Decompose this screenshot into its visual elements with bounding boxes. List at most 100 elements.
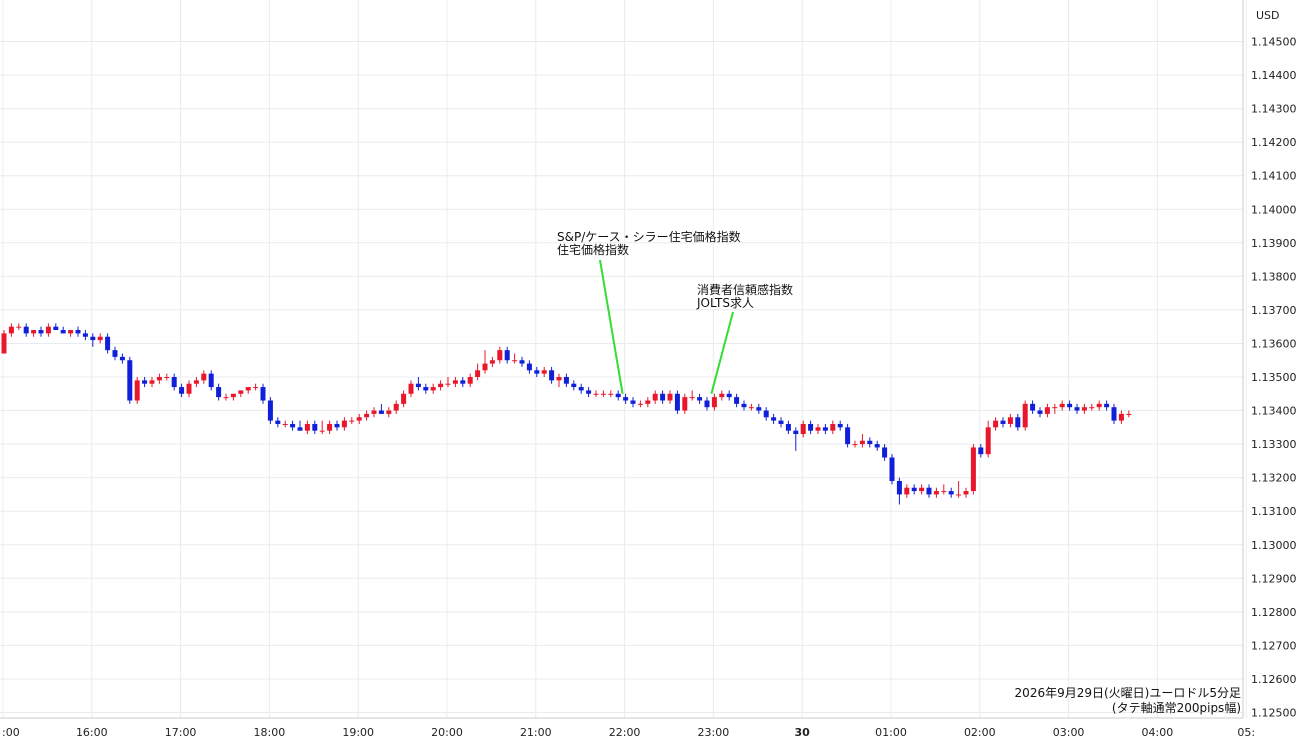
candle-body[interactable] xyxy=(726,393,732,398)
candle-body[interactable] xyxy=(1074,407,1080,411)
candle-body[interactable] xyxy=(689,397,695,399)
candle-body[interactable] xyxy=(452,380,458,384)
candle-body[interactable] xyxy=(734,397,740,404)
candle-body[interactable] xyxy=(127,360,133,401)
candle-body[interactable] xyxy=(275,420,281,424)
candle-body[interactable] xyxy=(134,380,140,401)
candle-body[interactable] xyxy=(526,363,532,371)
candle-body[interactable] xyxy=(482,363,488,371)
candle-body[interactable] xyxy=(1,333,7,354)
candle-body[interactable] xyxy=(741,403,747,408)
candle-body[interactable] xyxy=(615,393,621,398)
candle-body[interactable] xyxy=(260,387,266,401)
candle-body[interactable] xyxy=(112,350,118,357)
candle-body[interactable] xyxy=(223,397,229,399)
candle-body[interactable] xyxy=(593,393,599,395)
candle-body[interactable] xyxy=(445,383,451,385)
candle-body[interactable] xyxy=(8,326,14,334)
candle-body[interactable] xyxy=(556,377,562,381)
candle-body[interactable] xyxy=(815,427,821,431)
candle-body[interactable] xyxy=(534,370,540,374)
candle-body[interactable] xyxy=(719,393,725,398)
candle-body[interactable] xyxy=(53,326,59,331)
candle-body[interactable] xyxy=(748,407,754,409)
candle-body[interactable] xyxy=(208,373,214,388)
candle-body[interactable] xyxy=(238,390,244,394)
candle-body[interactable] xyxy=(541,370,547,374)
candle-body[interactable] xyxy=(623,397,629,401)
candle-body[interactable] xyxy=(1059,403,1065,408)
candle-body[interactable] xyxy=(956,494,962,496)
candle-body[interactable] xyxy=(889,457,895,482)
candle-body[interactable] xyxy=(1022,403,1028,428)
candle-body[interactable] xyxy=(304,423,310,431)
candle-body[interactable] xyxy=(297,427,303,431)
candle-body[interactable] xyxy=(1096,403,1102,408)
candle-body[interactable] xyxy=(1126,413,1132,415)
candle-body[interactable] xyxy=(1007,417,1013,424)
candle-body[interactable] xyxy=(45,326,51,334)
candle-body[interactable] xyxy=(1044,407,1050,414)
candle-body[interactable] xyxy=(800,423,806,435)
candle-body[interactable] xyxy=(904,487,910,495)
candle-body[interactable] xyxy=(645,400,651,404)
candle-body[interactable] xyxy=(963,491,969,495)
candle-body[interactable] xyxy=(1118,413,1124,421)
candle-body[interactable] xyxy=(334,423,340,428)
candle-body[interactable] xyxy=(341,420,347,428)
candle-body[interactable] xyxy=(430,387,436,391)
candle-body[interactable] xyxy=(578,387,584,391)
candle-body[interactable] xyxy=(142,380,148,384)
candle-body[interactable] xyxy=(674,393,680,411)
candle-body[interactable] xyxy=(985,427,991,455)
candle-body[interactable] xyxy=(393,403,399,411)
candle-body[interactable] xyxy=(837,423,843,428)
candle-body[interactable] xyxy=(186,383,192,394)
candle-body[interactable] xyxy=(371,410,377,414)
candle-body[interactable] xyxy=(497,350,503,361)
candle-body[interactable] xyxy=(571,383,577,388)
candle-body[interactable] xyxy=(1030,403,1036,411)
candle-body[interactable] xyxy=(867,440,873,445)
candle-body[interactable] xyxy=(549,370,555,381)
candle-body[interactable] xyxy=(75,330,81,334)
candle-body[interactable] xyxy=(319,430,325,432)
candle-body[interactable] xyxy=(38,330,44,334)
candle-body[interactable] xyxy=(1015,417,1021,428)
candle-body[interactable] xyxy=(874,444,880,448)
candle-body[interactable] xyxy=(763,410,769,418)
candle-body[interactable] xyxy=(68,330,74,334)
candle-body[interactable] xyxy=(948,491,954,495)
candle-body[interactable] xyxy=(245,387,251,391)
candle-body[interactable] xyxy=(386,410,392,414)
candle-body[interactable] xyxy=(756,407,762,411)
candle-body[interactable] xyxy=(822,427,828,431)
candle-body[interactable] xyxy=(586,390,592,394)
candle-body[interactable] xyxy=(1111,407,1117,421)
candle-body[interactable] xyxy=(119,356,125,361)
candle-body[interactable] xyxy=(711,397,717,408)
candle-body[interactable] xyxy=(290,423,296,428)
candle-body[interactable] xyxy=(933,491,939,495)
candle-body[interactable] xyxy=(926,487,932,495)
candle-body[interactable] xyxy=(216,387,222,398)
candle-body[interactable] xyxy=(193,380,199,384)
candle-body[interactable] xyxy=(1037,410,1043,414)
candle-body[interactable] xyxy=(82,333,88,337)
candle-body[interactable] xyxy=(993,420,999,428)
candle-body[interactable] xyxy=(349,420,355,422)
candle-body[interactable] xyxy=(896,481,902,495)
candle-body[interactable] xyxy=(859,440,865,445)
candle-body[interactable] xyxy=(519,360,525,364)
candle-body[interactable] xyxy=(682,397,688,411)
candle-body[interactable] xyxy=(438,383,444,388)
candle-body[interactable] xyxy=(164,377,170,378)
candle-body[interactable] xyxy=(970,447,976,492)
candle-body[interactable] xyxy=(364,413,370,418)
candle-body[interactable] xyxy=(911,487,917,492)
candle-body[interactable] xyxy=(845,427,851,445)
candle-body[interactable] xyxy=(919,487,925,492)
candle-body[interactable] xyxy=(475,370,481,377)
candle-body[interactable] xyxy=(793,430,799,435)
